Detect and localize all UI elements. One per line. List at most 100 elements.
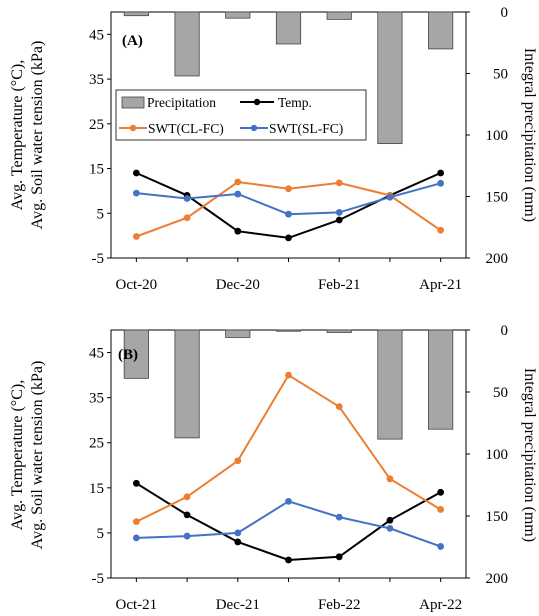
y-axis-title-line1-a: Avg. Temperature (°C), (9, 60, 26, 210)
y-tick-label-b-3: 25 (89, 436, 104, 452)
point-temp-a-2 (234, 227, 242, 235)
y2-tick-label-b-2: 100 (486, 447, 509, 463)
panel-label-b: (B) (118, 347, 138, 363)
y2-tick-label-b-3: 150 (486, 509, 509, 525)
legend-label-swt-sl: SWT(SL-FC) (269, 121, 343, 136)
precip-bar-b-0 (123, 329, 149, 379)
point-swt-cl-a-4 (335, 179, 343, 187)
point-swt-cl-a-6 (437, 226, 445, 234)
point-swt-sl-b-1 (183, 532, 191, 540)
legend-label-precipitation: Precipitation (147, 95, 216, 110)
y2-axis-title-a: Integral precipitation (mm) (521, 48, 538, 222)
legend-label-swt-cl: SWT(CL-FC) (148, 121, 224, 136)
y2-tick-label-b-0: 0 (501, 323, 509, 339)
point-swt-sl-a-3 (285, 210, 292, 218)
legend-marker-swt-cl (129, 124, 137, 132)
y2-tick-label-a-3: 150 (486, 190, 509, 206)
x-tick-label-b-1: Dec-21 (216, 597, 260, 613)
precip-bar-a-1 (174, 11, 200, 77)
series-lines-a (132, 169, 445, 242)
x-tick-label-a-2: Feb-21 (318, 277, 361, 293)
precip-bar-b-3 (275, 329, 302, 332)
y-axis-title-a: Avg. Temperature (°C), Avg. Soil water t… (9, 41, 46, 230)
series-line-swt-sl-b (136, 500, 441, 548)
y2-tick-label-b-1: 50 (493, 385, 508, 401)
y-ticks-a: -5 5 15 25 35 45 (89, 27, 111, 267)
point-temp-a-0 (132, 169, 140, 177)
y2-tick-label-a-2: 100 (486, 128, 509, 144)
point-swt-sl-a-6 (437, 179, 445, 187)
series-line-temp-a (135, 172, 442, 239)
y-tick-label-b-1: 5 (97, 526, 105, 542)
panel-b: -5 5 15 25 35 45 0 50 100 150 200 Oct-21 Dec-21 Feb… (9, 323, 538, 613)
y-axis-title-line2-b: Avg. Soil water tension (kPa) (29, 361, 46, 550)
point-swt-cl-b-1 (183, 493, 191, 501)
y2-tick-label-b-4: 200 (486, 571, 509, 587)
y-tick-label-b-4: 35 (89, 391, 104, 407)
panel-label-a: (A) (122, 33, 143, 49)
y-tick-label-a-2: 15 (89, 162, 104, 178)
x-ticks-a: Oct-20 Dec-20 Feb-21 Apr-21 (116, 258, 462, 293)
y-tick-label-a-3: 25 (89, 117, 104, 133)
x-tick-label-b-2: Feb-22 (318, 597, 361, 613)
precip-bar-a-3 (275, 11, 302, 45)
legend-box (115, 89, 367, 141)
series-line-temp-b (135, 482, 442, 562)
point-swt-sl-b-6 (437, 543, 445, 550)
y-tick-label-a-1: 5 (97, 206, 105, 222)
point-swt-sl-a-4 (335, 208, 343, 216)
legend: Precipitation Temp. SWT(CL-FC) SWT(SL-FC… (115, 89, 367, 141)
precip-bar-b-5 (377, 329, 403, 440)
precip-bar-b-6 (428, 329, 454, 430)
y-tick-label-b-2: 15 (89, 481, 104, 497)
point-swt-sl-b-5 (386, 525, 394, 532)
point-swt-cl-a-2 (234, 178, 242, 186)
point-temp-a-6 (437, 169, 445, 177)
y2-axis-title-text-b: Integral precipitation (mm) (521, 368, 538, 542)
point-swt-sl-b-2 (234, 529, 242, 537)
precip-bar-a-2 (225, 11, 251, 19)
point-temp-b-0 (132, 479, 140, 487)
point-swt-sl-a-0 (132, 189, 140, 197)
point-temp-b-6 (437, 488, 445, 496)
x-tick-label-a-3: Apr-21 (419, 277, 462, 293)
x-ticks-b: Oct-21 Dec-21 Feb-22 Apr-22 (116, 578, 462, 613)
point-swt-sl-b-4 (335, 513, 343, 521)
precip-bars-a (123, 11, 454, 145)
plot-area-b (110, 329, 467, 579)
point-temp-a-4 (335, 216, 343, 224)
legend-swatch-precipitation (121, 96, 145, 109)
panel-a: -5 5 15 25 35 45 0 50 100 150 200 Oct-20 Dec-20 Feb… (9, 5, 538, 293)
y2-axis-title-b: Integral precipitation (mm) (521, 368, 538, 542)
precip-bars-b (123, 329, 454, 440)
legend-label-temp: Temp. (278, 95, 312, 110)
point-swt-cl-b-6 (437, 506, 445, 513)
point-swt-sl-a-2 (234, 190, 242, 198)
y-axis-title-line1-b: Avg. Temperature (°C), (9, 380, 26, 530)
point-temp-b-3 (285, 556, 292, 564)
precip-bar-a-4 (326, 11, 352, 20)
y2-tick-label-a-4: 200 (486, 251, 509, 267)
point-temp-a-3 (285, 234, 292, 242)
y-tick-label-a-5: 45 (89, 27, 104, 43)
precip-bar-b-1 (174, 329, 200, 439)
y2-ticks-a: 0 50 100 150 200 (466, 5, 508, 267)
y-axis-title-line2-a: Avg. Soil water tension (kPa) (29, 41, 46, 230)
x-tick-label-b-0: Oct-21 (116, 597, 158, 613)
y2-tick-label-a-1: 50 (493, 67, 508, 83)
y-tick-label-a-0: -5 (92, 251, 105, 267)
series-lines-b (132, 371, 445, 564)
point-swt-cl-b-3 (285, 371, 292, 379)
point-temp-b-2 (234, 538, 242, 546)
point-temp-b-5 (386, 516, 394, 524)
precip-bar-b-2 (225, 329, 251, 338)
y-ticks-b: -5 5 15 25 35 45 (89, 346, 111, 587)
precip-bar-a-5 (377, 11, 403, 145)
y-axis-title-b: Avg. Temperature (°C), Avg. Soil water t… (9, 361, 46, 550)
x-tick-label-a-0: Oct-20 (116, 277, 158, 293)
point-temp-b-4 (335, 553, 343, 561)
x-tick-label-b-3: Apr-22 (419, 597, 462, 613)
point-swt-cl-a-1 (183, 214, 191, 222)
point-swt-sl-b-0 (132, 534, 140, 542)
